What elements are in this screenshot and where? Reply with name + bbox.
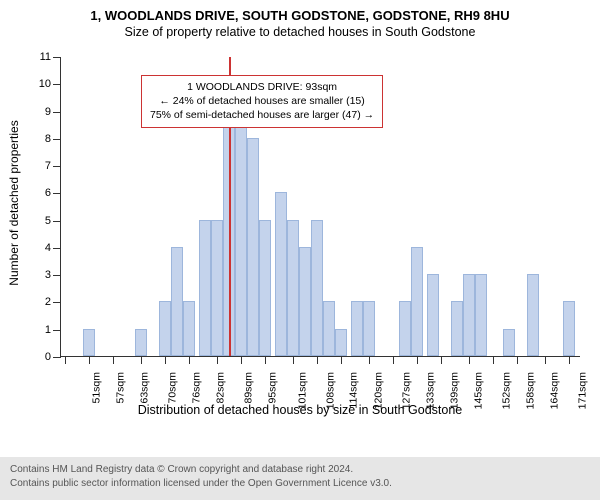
y-tick-label: 4 (45, 242, 51, 254)
x-tick (417, 356, 418, 364)
histogram-bar (363, 301, 376, 356)
x-tick (441, 356, 442, 364)
y-tick-label: 2 (45, 296, 51, 308)
y-tick (53, 193, 61, 194)
y-tick-label: 6 (45, 187, 51, 199)
histogram-bar (135, 329, 148, 356)
x-tick (89, 356, 90, 364)
x-tick (165, 356, 166, 364)
histogram-bar (451, 301, 464, 356)
x-tick (189, 356, 190, 364)
x-tick-label: 63sqm (139, 372, 151, 404)
y-tick (53, 330, 61, 331)
x-tick-label: 82sqm (215, 372, 227, 404)
y-tick (53, 112, 61, 113)
y-tick-label: 10 (39, 78, 51, 90)
y-tick (53, 84, 61, 85)
histogram-bar (311, 220, 324, 356)
plot-region: 1 WOODLANDS DRIVE: 93sqm ← 24% of detach… (60, 57, 580, 357)
y-tick-label: 0 (45, 351, 51, 363)
x-tick (65, 356, 66, 364)
x-tick-label: 76sqm (191, 372, 203, 404)
x-tick (265, 356, 266, 364)
x-tick-label: 57sqm (115, 372, 127, 404)
x-tick (569, 356, 570, 364)
chart-title-address: 1, WOODLANDS DRIVE, SOUTH GODSTONE, GODS… (0, 0, 600, 23)
histogram-bar (411, 247, 424, 356)
histogram-bar (211, 220, 224, 356)
histogram-bar (171, 247, 184, 356)
info-line-smaller: ← 24% of detached houses are smaller (15… (150, 94, 374, 108)
histogram-bar (563, 301, 576, 356)
x-tick (369, 356, 370, 364)
histogram-bar (427, 274, 440, 356)
x-tick (113, 356, 114, 364)
y-tick-label: 9 (45, 106, 51, 118)
y-tick (53, 302, 61, 303)
histogram-bar (159, 301, 172, 356)
footer-line-2: Contains public sector information licen… (10, 477, 590, 491)
histogram-bar (287, 220, 300, 356)
footer-line-1: Contains HM Land Registry data © Crown c… (10, 463, 590, 477)
y-axis-label: Number of detached properties (7, 120, 21, 285)
x-tick (517, 356, 518, 364)
histogram-bar (503, 329, 516, 356)
x-tick (493, 356, 494, 364)
x-tick (293, 356, 294, 364)
x-tick-label: 70sqm (167, 372, 179, 404)
chart-area: Number of detached properties 1 WOODLAND… (0, 43, 600, 423)
histogram-bar (399, 301, 412, 356)
info-line-size: 1 WOODLANDS DRIVE: 93sqm (150, 80, 374, 94)
property-info-box: 1 WOODLANDS DRIVE: 93sqm ← 24% of detach… (141, 75, 383, 128)
histogram-bar (475, 274, 488, 356)
histogram-bar (335, 329, 348, 356)
y-tick (53, 221, 61, 222)
x-tick (141, 356, 142, 364)
y-tick (53, 275, 61, 276)
histogram-bar (351, 301, 364, 356)
histogram-bar (463, 274, 476, 356)
y-tick (53, 57, 61, 58)
histogram-bar (199, 220, 212, 356)
x-tick (341, 356, 342, 364)
x-tick-label: 95sqm (267, 372, 279, 404)
histogram-bar (247, 138, 260, 356)
histogram-bar (275, 192, 288, 356)
info-line-larger: 75% of semi-detached houses are larger (… (150, 108, 374, 122)
x-tick (217, 356, 218, 364)
y-tick-label: 1 (45, 324, 51, 336)
y-tick-label: 3 (45, 269, 51, 281)
y-tick (53, 139, 61, 140)
y-tick-label: 11 (40, 51, 51, 63)
x-tick (469, 356, 470, 364)
histogram-bar (235, 111, 248, 356)
y-tick (53, 166, 61, 167)
x-axis-label: Distribution of detached houses by size … (0, 403, 600, 417)
histogram-bar (323, 301, 336, 356)
license-footer: Contains HM Land Registry data © Crown c… (0, 457, 600, 500)
x-tick (317, 356, 318, 364)
x-tick-label: 51sqm (91, 372, 103, 404)
chart-subtitle: Size of property relative to detached ho… (0, 23, 600, 43)
histogram-bar (259, 220, 272, 356)
x-tick (545, 356, 546, 364)
x-tick (393, 356, 394, 364)
y-tick (53, 357, 61, 358)
histogram-bar (299, 247, 312, 356)
y-tick-label: 8 (45, 133, 51, 145)
y-tick-label: 5 (45, 215, 51, 227)
histogram-bar (527, 274, 540, 356)
x-tick (241, 356, 242, 364)
histogram-bar (83, 329, 96, 356)
x-tick-label: 89sqm (243, 372, 255, 404)
histogram-bar (183, 301, 196, 356)
y-tick (53, 248, 61, 249)
y-tick-label: 7 (45, 160, 51, 172)
